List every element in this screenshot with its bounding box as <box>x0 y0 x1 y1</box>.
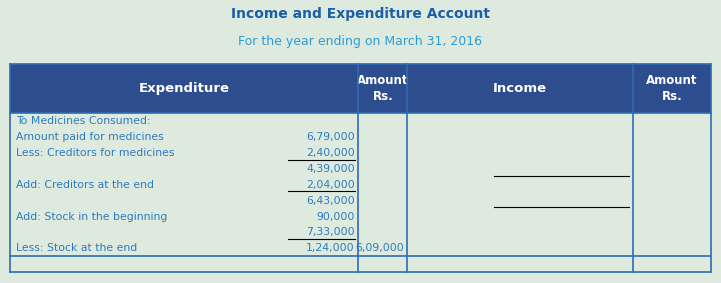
Text: Less: Creditors for medicines: Less: Creditors for medicines <box>16 148 174 158</box>
Bar <box>10 64 358 113</box>
Text: Amount paid for medicines: Amount paid for medicines <box>16 132 164 142</box>
Text: 1,24,000: 1,24,000 <box>306 243 355 253</box>
Text: To Medicines Consumed:: To Medicines Consumed: <box>16 116 151 126</box>
Text: Income and Expenditure Account: Income and Expenditure Account <box>231 7 490 21</box>
Text: 90,000: 90,000 <box>317 212 355 222</box>
Bar <box>633 64 711 113</box>
Text: 2,04,000: 2,04,000 <box>306 180 355 190</box>
Text: Amount
Rs.: Amount Rs. <box>646 74 698 103</box>
Text: 7,33,000: 7,33,000 <box>306 228 355 237</box>
Text: For the year ending on March 31, 2016: For the year ending on March 31, 2016 <box>239 35 482 48</box>
Text: 6,43,000: 6,43,000 <box>306 196 355 206</box>
Text: Add: Creditors at the end: Add: Creditors at the end <box>16 180 154 190</box>
Text: 6,09,000: 6,09,000 <box>355 243 404 253</box>
Bar <box>407 64 633 113</box>
Text: Add: Stock in the beginning: Add: Stock in the beginning <box>16 212 167 222</box>
Text: Amount
Rs.: Amount Rs. <box>357 74 409 103</box>
Bar <box>358 64 407 113</box>
Text: 2,40,000: 2,40,000 <box>306 148 355 158</box>
Text: 6,79,000: 6,79,000 <box>306 132 355 142</box>
Text: Expenditure: Expenditure <box>138 82 230 95</box>
Text: 4,39,000: 4,39,000 <box>306 164 355 174</box>
Text: Less: Stock at the end: Less: Stock at the end <box>16 243 137 253</box>
Text: Income: Income <box>493 82 547 95</box>
